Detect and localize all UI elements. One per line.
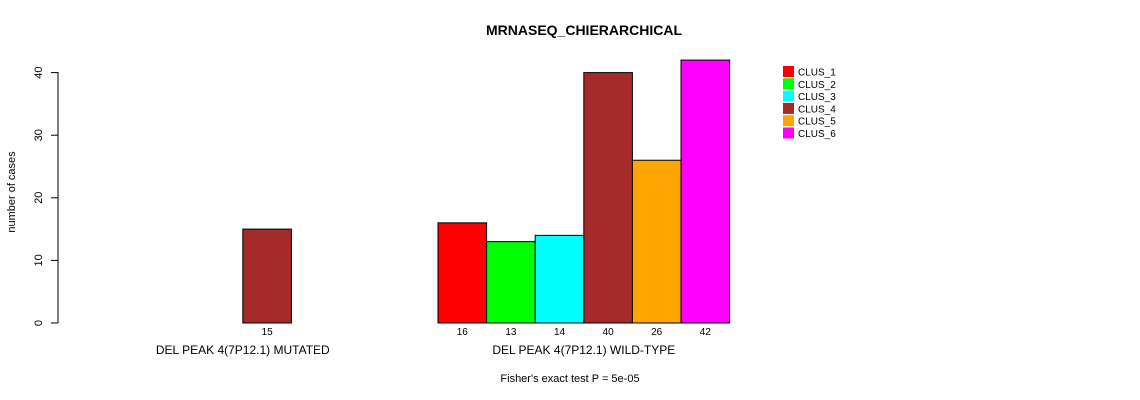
bar-count-label: 40 bbox=[603, 327, 615, 338]
legend-label: CLUS_4 bbox=[798, 104, 836, 115]
legend-item: CLUS_2 bbox=[783, 78, 836, 91]
group-label: DEL PEAK 4(7P12.1) MUTATED bbox=[156, 343, 330, 357]
bar-clus-2 bbox=[486, 241, 536, 324]
legend-swatch bbox=[783, 115, 794, 127]
y-tick-label: 40 bbox=[33, 66, 45, 78]
bar-count-label: 16 bbox=[457, 327, 469, 338]
legend-item: CLUS_6 bbox=[783, 127, 836, 140]
bar-clus-4 bbox=[583, 72, 633, 324]
legend-label: CLUS_3 bbox=[798, 92, 836, 103]
legend-swatch bbox=[783, 90, 794, 102]
legend-item: CLUS_3 bbox=[783, 90, 836, 103]
bar-clus-1 bbox=[437, 222, 488, 324]
bar-clus-6 bbox=[680, 59, 731, 324]
bar-count-label: 42 bbox=[700, 327, 712, 338]
legend-item: CLUS_1 bbox=[783, 66, 836, 79]
y-tick-label: 0 bbox=[33, 320, 45, 326]
legend-item: CLUS_5 bbox=[783, 115, 836, 128]
bar-clus-4 bbox=[242, 228, 292, 324]
bar-groups: 15 DEL PEAK 4(7P12.1) MUTATED 16 13 14 40 26 42… bbox=[156, 59, 731, 357]
bar-group-1: 15 DEL PEAK 4(7P12.1) MUTATED bbox=[156, 228, 330, 357]
y-tick-label: 20 bbox=[33, 192, 45, 204]
y-tick-label: 10 bbox=[33, 254, 45, 266]
legend-swatch bbox=[783, 66, 794, 77]
legend-swatch bbox=[783, 78, 794, 90]
y-axis-label: number of cases bbox=[6, 151, 18, 233]
legend-label: CLUS_2 bbox=[798, 80, 836, 91]
chart-title: MRNASEQ_CHIERARCHICAL bbox=[486, 22, 682, 38]
bar-count-label: 14 bbox=[554, 327, 566, 338]
bar-clus-5 bbox=[631, 159, 682, 324]
legend-item: CLUS_4 bbox=[783, 102, 836, 115]
bar-clus-3 bbox=[534, 234, 585, 324]
y-ticks: 0 10 20 30 40 bbox=[33, 66, 58, 326]
legend-swatch bbox=[783, 127, 794, 139]
legend-label: CLUS_5 bbox=[798, 117, 836, 128]
footnote: Fisher's exact test P = 5e-05 bbox=[500, 373, 639, 385]
bar-count-label: 15 bbox=[262, 327, 274, 338]
bar-group-2: 16 13 14 40 26 42 DEL PEAK 4(7P12.1) WILD-TYPE bbox=[437, 59, 731, 357]
legend-label: CLUS_1 bbox=[798, 68, 836, 79]
bar-count-label: 26 bbox=[651, 327, 663, 338]
group-label: DEL PEAK 4(7P12.1) WILD-TYPE bbox=[492, 343, 675, 357]
legend-swatch bbox=[783, 102, 794, 114]
y-axis: 0 10 20 30 40 bbox=[33, 66, 59, 326]
legend-label: CLUS_6 bbox=[798, 129, 836, 140]
y-tick-label: 30 bbox=[33, 129, 45, 141]
bar-count-label: 13 bbox=[505, 327, 517, 338]
